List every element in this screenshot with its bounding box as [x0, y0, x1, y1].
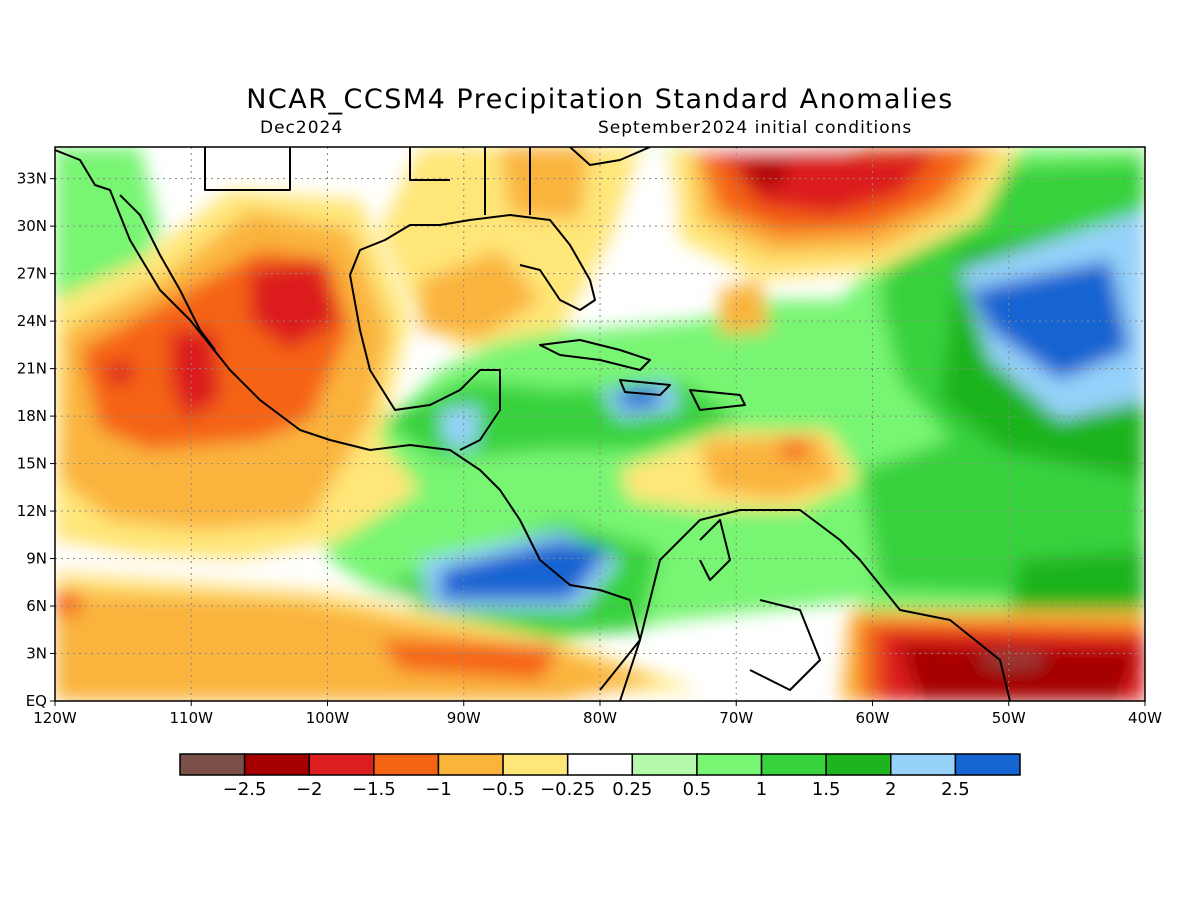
lon-tick-label: 120W: [33, 709, 77, 727]
colorbar-label: 0.5: [683, 779, 712, 800]
colorbar-swatch: [760, 753, 827, 776]
forecast-month: Dec2024: [260, 118, 344, 138]
lat-tick-label: 3N: [26, 645, 47, 663]
coastlines: [55, 147, 1011, 701]
lon-tick-label: 110W: [170, 709, 214, 727]
lat-tick-label: 27N: [17, 265, 47, 283]
chart-title: NCAR_CCSM4 Precipitation Standard Anomal…: [246, 84, 954, 115]
colorbar-swatch: [954, 753, 1021, 776]
lon-tick-label: 40W: [1128, 709, 1162, 727]
lat-tick-label: 21N: [17, 360, 47, 378]
axis-labels: 120W 110W 100W 90W 80W 70W 60W 50W 40W EQ 3N 6N 9N 12…: [17, 170, 1162, 727]
colorbar-swatch: [437, 753, 504, 776]
lat-tick-label: 18N: [17, 407, 47, 425]
colorbar-swatch: [502, 753, 569, 776]
lat-tick-label: 15N: [17, 455, 47, 473]
colorbar-label: 2: [885, 779, 896, 800]
lon-tick-label: 50W: [992, 709, 1026, 727]
lat-tick-label: 24N: [17, 312, 47, 330]
colorbar-swatch: [308, 753, 375, 776]
colorbar-swatch: [566, 753, 634, 776]
colorbar-label: 0.25: [612, 779, 652, 800]
lat-tick-label: EQ: [26, 692, 47, 710]
lon-tick-label: 90W: [447, 709, 481, 727]
colorbar-label: −1: [425, 779, 452, 800]
lat-tick-label: 12N: [17, 502, 47, 520]
lat-tick-label: 6N: [26, 597, 47, 615]
lon-tick-label: 70W: [719, 709, 753, 727]
lat-tick-label: 9N: [26, 550, 47, 568]
gridlines: [55, 147, 1145, 701]
colorbar-swatch: [631, 753, 698, 776]
lon-tick-label: 100W: [306, 709, 350, 727]
lat-tick-label: 33N: [17, 170, 47, 188]
lon-tick-label: 80W: [583, 709, 617, 727]
initial-conditions: September2024 initial conditions: [598, 118, 913, 138]
colorbar-label: 1: [756, 779, 767, 800]
colorbar-swatch: [243, 753, 310, 776]
lon-tick-label: 60W: [856, 709, 890, 727]
colorbar-label: −1.5: [352, 779, 396, 800]
colorbar-swatch: [179, 753, 246, 776]
lat-tick-label: 30N: [17, 217, 47, 235]
colorbar-swatch: [825, 753, 892, 776]
colorbar-label: 2.5: [941, 779, 970, 800]
colorbar-label: −2.5: [223, 779, 267, 800]
colorbar-label: −0.25: [540, 779, 595, 800]
colorbar-swatch: [696, 753, 763, 776]
colorbar: −2.5 −2 −1.5 −1 −0.5 −0.25 0.25 0.5 1 1.5 2 2.5: [179, 753, 1021, 800]
colorbar-label: −0.5: [481, 779, 525, 800]
colorbar-label: −2: [296, 779, 323, 800]
colorbar-swatch: [890, 753, 957, 776]
colorbar-swatch: [373, 753, 440, 776]
colorbar-label: 1.5: [812, 779, 841, 800]
